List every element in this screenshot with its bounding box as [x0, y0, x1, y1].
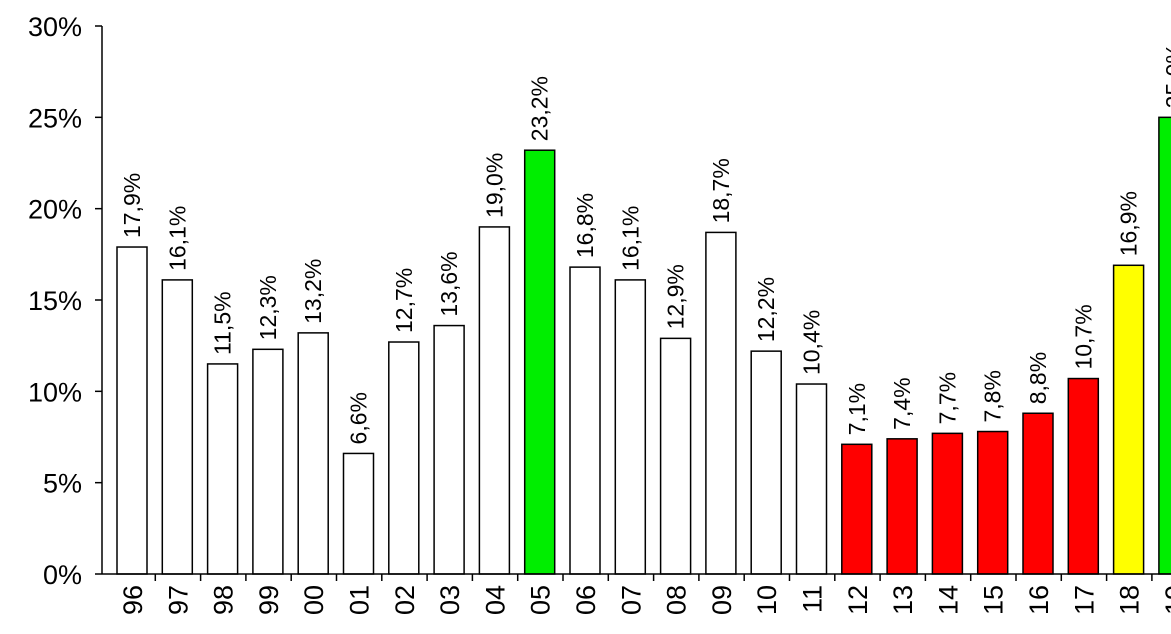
- x-tick-label: 17: [1069, 585, 1099, 615]
- bar-18: [1112, 264, 1145, 575]
- data-label: 10,7%: [1070, 304, 1096, 369]
- x-tick-label: 07: [616, 585, 646, 615]
- y-tick-label: 15%: [28, 286, 82, 316]
- data-label: 16,8%: [572, 193, 598, 258]
- data-label: 7,8%: [980, 370, 1006, 422]
- y-tick-label: 10%: [28, 377, 82, 407]
- bar-00: [297, 332, 329, 575]
- y-tick-label: 20%: [28, 195, 82, 225]
- x-tick-label: 02: [390, 585, 420, 615]
- x-tick-label: 16: [1024, 585, 1054, 615]
- x-tick-label: 15: [979, 585, 1009, 615]
- data-label: 23,2%: [527, 76, 553, 141]
- x-tick-label: 03: [435, 585, 465, 615]
- x-tick-label: 05: [526, 585, 556, 615]
- x-tick-label: 97: [163, 585, 193, 615]
- data-label: 12,7%: [391, 268, 417, 333]
- data-label: 8,8%: [1025, 352, 1051, 404]
- bar-07: [614, 279, 647, 575]
- bar-15: [976, 430, 1009, 575]
- x-tick-label: 96: [118, 585, 148, 615]
- data-label: 13,2%: [300, 259, 326, 324]
- data-label: 19,0%: [481, 153, 507, 218]
- y-tick-label: 0%: [43, 560, 82, 590]
- data-label: 16,1%: [617, 206, 643, 271]
- y-tick-label: 5%: [43, 469, 82, 499]
- data-label: 7,4%: [889, 377, 915, 429]
- data-label: 11,5%: [210, 291, 236, 355]
- data-labels: 17,9% 16,1% 11,5% 12,3% 13,2% 6,6% 12,7% 13,6% 1…: [119, 43, 1171, 444]
- data-label: 6,6%: [346, 392, 372, 444]
- data-label: 13,6%: [436, 251, 462, 316]
- bar-14: [931, 432, 964, 575]
- bar-08: [659, 337, 692, 575]
- x-tick-label: 06: [571, 585, 601, 615]
- bar-13: [886, 438, 918, 575]
- bar-04: [478, 226, 511, 575]
- x-tick-label: 10: [752, 585, 782, 615]
- x-tick-label: 09: [707, 585, 737, 615]
- y-axis: 0% 5% 10% 15% 20% 25% 30%: [28, 12, 103, 590]
- x-tick-label: 08: [662, 585, 692, 615]
- x-tick-label: 14: [933, 585, 963, 615]
- bar-97: [161, 279, 194, 575]
- bar-98: [206, 363, 239, 575]
- bar-01: [342, 452, 375, 575]
- bar-19: [1158, 116, 1171, 575]
- data-label: 17,9%: [119, 173, 145, 238]
- data-label: 7,1%: [844, 383, 870, 435]
- bar-16: [1022, 412, 1054, 575]
- data-label: 16,1%: [164, 206, 190, 271]
- bar-96: [116, 246, 148, 575]
- data-label: 12,9%: [663, 264, 689, 329]
- x-tick-label: 12: [843, 585, 873, 615]
- data-label: 12,2%: [753, 277, 779, 342]
- data-label: 16,9%: [1116, 191, 1142, 256]
- bar-10: [750, 350, 782, 575]
- x-tick-label: 13: [888, 585, 918, 615]
- y-tick-label: 30%: [28, 12, 82, 42]
- bar-02: [388, 341, 420, 575]
- data-label: 18,7%: [708, 158, 734, 223]
- bar-03: [433, 324, 465, 575]
- data-label: 10,4%: [799, 310, 825, 375]
- x-tick-label: 00: [299, 585, 329, 615]
- x-tick-label: 99: [254, 585, 284, 615]
- x-tick-label: 18: [1115, 585, 1145, 615]
- x-axis: 96 97 98 99 00 01 02 03 04 05 06 07 08 09 10 11 12 13 14 15…: [102, 573, 1171, 615]
- bar-11: [795, 383, 828, 575]
- x-tick-label: 11: [798, 585, 828, 613]
- x-tick-label: 19: [1160, 585, 1171, 615]
- bar-05: [523, 149, 556, 575]
- x-tick-label: 04: [480, 585, 510, 615]
- data-label: 7,7%: [934, 372, 960, 424]
- data-label: 25,0%: [1161, 43, 1171, 108]
- bar-12: [841, 443, 873, 575]
- bar-09: [705, 231, 737, 575]
- bars: [116, 116, 1171, 575]
- data-label: 12,3%: [255, 275, 281, 340]
- bar-06: [569, 266, 601, 575]
- bar-99: [252, 348, 284, 575]
- x-tick-label: 01: [345, 585, 375, 615]
- x-tick-label: 98: [209, 585, 239, 615]
- bar-17: [1067, 377, 1100, 575]
- y-tick-label: 25%: [28, 103, 82, 133]
